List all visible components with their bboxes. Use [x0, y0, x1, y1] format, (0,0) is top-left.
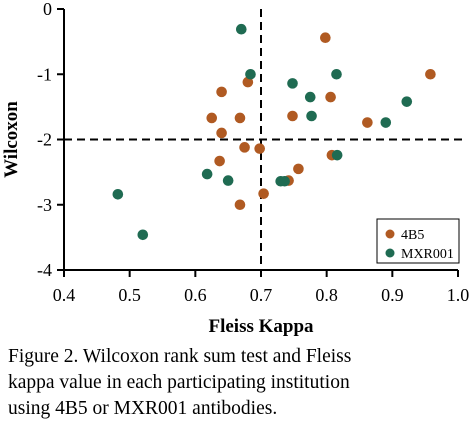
reference-lines	[64, 9, 464, 270]
data-point-mxr001	[201, 168, 213, 180]
legend-marker-mxr001	[385, 248, 395, 258]
y-tick-label: -1	[37, 64, 52, 84]
data-point-mxr001	[304, 91, 316, 103]
data-point-4b5	[425, 68, 436, 80]
data-point-4b5	[216, 127, 227, 139]
x-tick-label: 1.0	[447, 285, 470, 305]
data-points	[112, 23, 436, 241]
data-point-4b5	[258, 188, 269, 199]
x-tick-label: 0.7	[250, 285, 273, 305]
axis-ticks: 0.4 0.5 0.6 0.7 0.8 0.9 1.0 0 -1 -2 -3 -4	[37, 0, 469, 305]
y-axis-title: Wilcoxon	[1, 101, 22, 178]
data-point-mxr001	[331, 149, 343, 161]
x-axis-title: Fleiss Kappa	[208, 316, 314, 337]
x-tick-label: 0.6	[184, 285, 207, 305]
data-point-4b5	[214, 155, 225, 167]
data-point-4b5	[239, 142, 250, 153]
x-tick-label: 0.4	[53, 285, 76, 305]
legend-box	[376, 218, 460, 264]
y-tick-label: -3	[37, 195, 52, 215]
caption-line-2: kappa value in each participating instit…	[8, 372, 350, 393]
data-point-mxr001	[236, 23, 247, 35]
data-point-4b5	[325, 91, 336, 103]
legend-label-mxr001: MXR001	[401, 247, 454, 262]
x-tick-label: 0.5	[118, 285, 141, 305]
data-point-mxr001	[331, 68, 342, 80]
y-tick-label: -2	[37, 130, 52, 150]
data-point-mxr001	[401, 96, 413, 107]
data-point-mxr001	[137, 229, 149, 241]
data-point-mxr001	[222, 175, 234, 186]
legend: 4B5 MXR001	[376, 218, 460, 264]
caption-line-1: Figure 2. Wilcoxon rank sum test and Fle…	[8, 346, 352, 367]
x-tick-label: 0.8	[315, 285, 338, 305]
data-point-mxr001	[380, 117, 392, 128]
data-point-4b5	[362, 117, 373, 128]
data-point-4b5	[320, 32, 331, 44]
y-tick-label: -4	[37, 260, 52, 280]
scatter-chart: 0.4 0.5 0.6 0.7 0.8 0.9 1.0 0 -1 -2 -3 -4 Fleiss Ka…	[1, 0, 469, 337]
data-point-mxr001	[287, 78, 298, 89]
caption-line-3: using 4B5 or MXR001 antibodies.	[8, 398, 278, 419]
legend-marker-4b5	[385, 229, 395, 239]
data-point-mxr001	[245, 68, 256, 80]
data-point-4b5	[234, 199, 246, 211]
data-point-4b5	[206, 112, 218, 124]
data-point-mxr001	[112, 189, 124, 200]
data-point-4b5	[293, 163, 304, 175]
legend-label-4b5: 4B5	[401, 228, 424, 243]
data-point-4b5	[216, 86, 227, 98]
data-point-mxr001	[306, 110, 317, 122]
data-point-4b5	[234, 112, 246, 124]
data-point-mxr001	[279, 175, 290, 187]
y-tick-label: 0	[43, 0, 52, 19]
figure-caption: Figure 2. Wilcoxon rank sum test and Fle…	[8, 344, 470, 422]
data-point-4b5	[287, 110, 298, 122]
x-tick-label: 0.9	[381, 285, 404, 305]
data-point-4b5	[254, 143, 265, 154]
